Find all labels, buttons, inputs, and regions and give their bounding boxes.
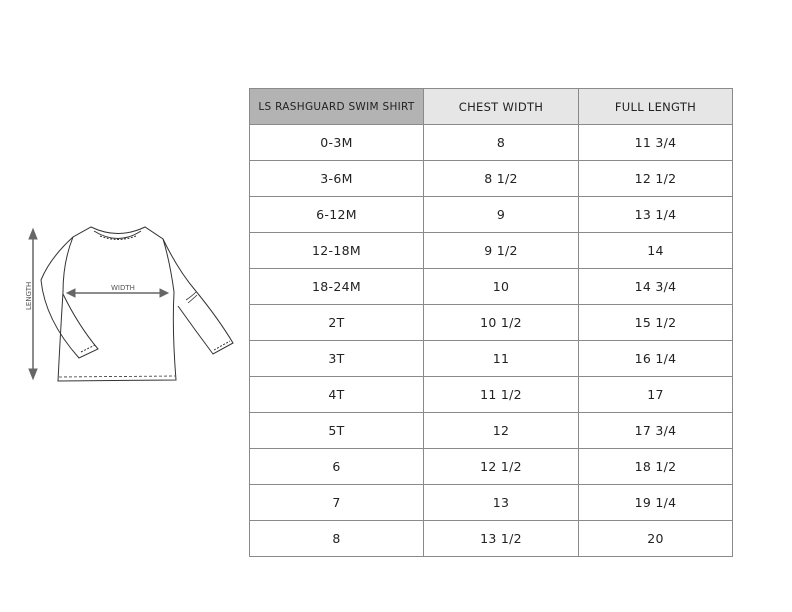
chest-width-cell: 11: [423, 340, 579, 377]
full-length-cell: 19 1/4: [578, 484, 733, 521]
chest-width-cell: 12: [423, 412, 579, 449]
table-row: 2T 10 1/2 15 1/2: [249, 304, 733, 341]
full-length-cell: 14: [578, 232, 733, 269]
shirt-outline: [57, 226, 177, 382]
full-length-cell: 18 1/2: [578, 448, 733, 485]
full-length-cell: 13 1/4: [578, 196, 733, 233]
table-row: 8 13 1/2 20: [249, 520, 733, 557]
table-row: 0-3M 8 11 3/4: [249, 124, 733, 161]
full-length-cell: 14 3/4: [578, 268, 733, 305]
chest-width-cell: 13 1/2: [423, 520, 579, 557]
full-length-cell: 11 3/4: [578, 124, 733, 161]
length-arrow-icon: [28, 227, 38, 381]
size-cell: 3-6M: [249, 160, 424, 197]
size-cell: 0-3M: [249, 124, 424, 161]
size-cell: 18-24M: [249, 268, 424, 305]
table-header-row: LS RASHGUARD SWIM SHIRT CHEST WIDTH FULL…: [249, 88, 733, 125]
length-label: LENGTH: [25, 282, 33, 310]
full-length-cell: 17: [578, 376, 733, 413]
chest-width-cell: 8: [423, 124, 579, 161]
header-full-length: FULL LENGTH: [578, 88, 733, 125]
chest-width-cell: 10: [423, 268, 579, 305]
size-cell: 6-12M: [249, 196, 424, 233]
full-length-cell: 20: [578, 520, 733, 557]
table-row: 3T 11 16 1/4: [249, 340, 733, 377]
full-length-cell: 15 1/2: [578, 304, 733, 341]
table-row: 18-24M 10 14 3/4: [249, 268, 733, 305]
table-row: 12-18M 9 1/2 14: [249, 232, 733, 269]
width-label: WIDTH: [111, 284, 135, 292]
chest-width-cell: 8 1/2: [423, 160, 579, 197]
table-row: 6-12M 9 13 1/4: [249, 196, 733, 233]
full-length-cell: 16 1/4: [578, 340, 733, 377]
chest-width-cell: 12 1/2: [423, 448, 579, 485]
full-length-cell: 12 1/2: [578, 160, 733, 197]
chest-width-cell: 11 1/2: [423, 376, 579, 413]
chest-width-cell: 9 1/2: [423, 232, 579, 269]
size-cell: 7: [249, 484, 424, 521]
chest-width-cell: 10 1/2: [423, 304, 579, 341]
size-cell: 12-18M: [249, 232, 424, 269]
size-cell: 3T: [249, 340, 424, 377]
chest-width-cell: 9: [423, 196, 579, 233]
width-arrow-icon: [65, 288, 170, 298]
size-chart-table: LS RASHGUARD SWIM SHIRT CHEST WIDTH FULL…: [249, 88, 733, 557]
header-chest-width: CHEST WIDTH: [423, 88, 579, 125]
table-row: 3-6M 8 1/2 12 1/2: [249, 160, 733, 197]
size-cell: 8: [249, 520, 424, 557]
table-row: 5T 12 17 3/4: [249, 412, 733, 449]
table-row: 7 13 19 1/4: [249, 484, 733, 521]
size-cell: 2T: [249, 304, 424, 341]
chest-width-cell: 13: [423, 484, 579, 521]
size-cell: 6: [249, 448, 424, 485]
shirt-diagram: LENGTH WIDTH: [25, 226, 234, 382]
table-row: 4T 11 1/2 17: [249, 376, 733, 413]
size-cell: 5T: [249, 412, 424, 449]
size-cell: 4T: [249, 376, 424, 413]
full-length-cell: 17 3/4: [578, 412, 733, 449]
table-row: 6 12 1/2 18 1/2: [249, 448, 733, 485]
header-size: LS RASHGUARD SWIM SHIRT: [249, 88, 424, 125]
